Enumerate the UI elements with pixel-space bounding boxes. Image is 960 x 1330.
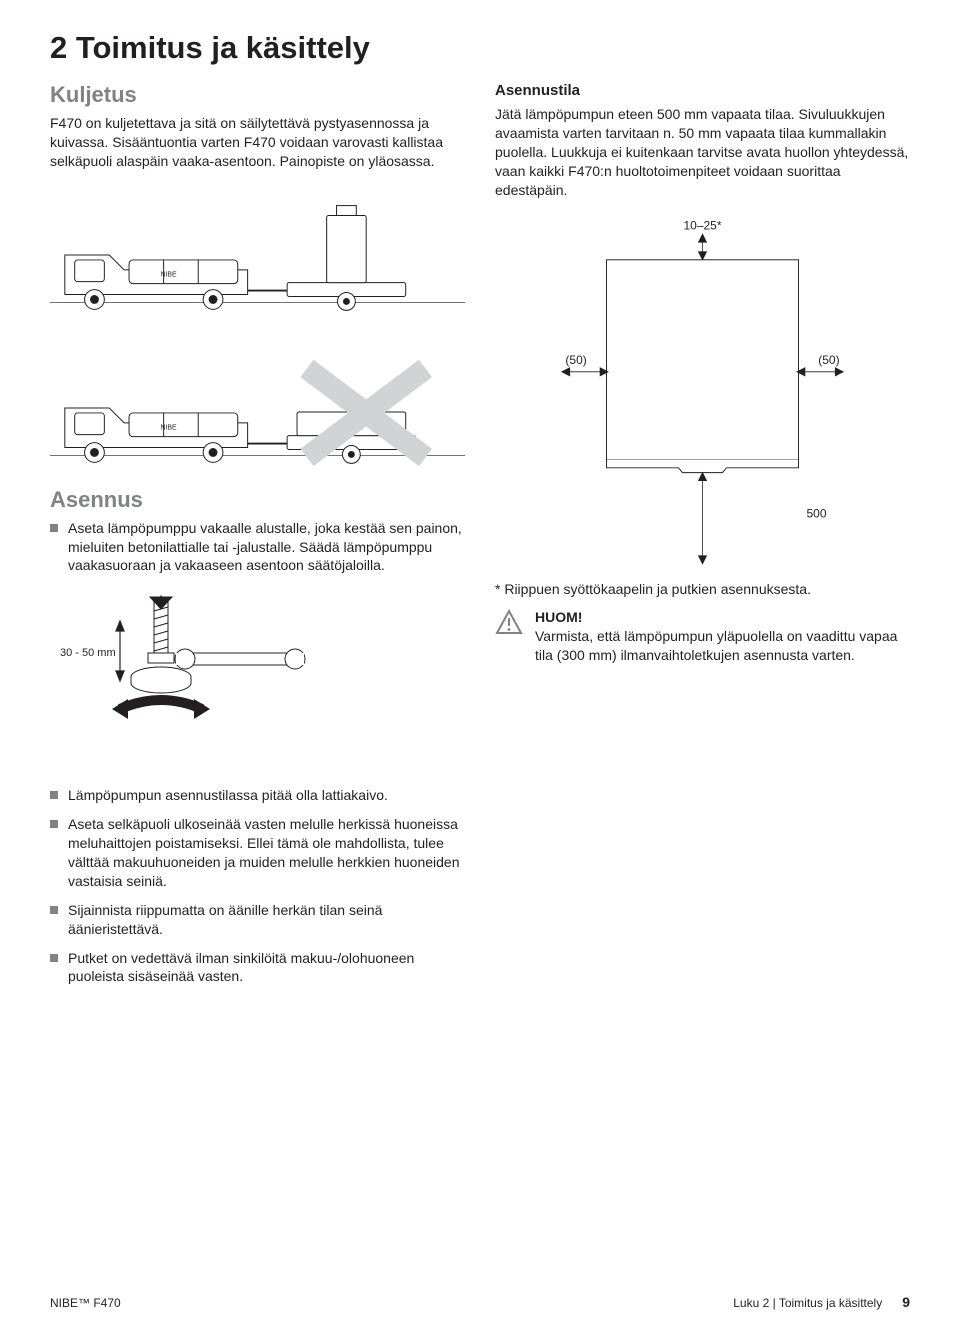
page-number: 9 (902, 1294, 910, 1310)
svg-text:NIBE: NIBE (161, 271, 178, 278)
transport-paragraph: F470 on kuljetettava ja sitä on säilytet… (50, 114, 465, 171)
adjustable-foot-illustration: 30 - 50 mm (50, 591, 310, 721)
dim-top: 10–25* (683, 219, 721, 233)
clearance-diagram: 10–25* (50) (50) 500 (495, 215, 910, 575)
right-column: Asennustila Jätä lämpöpumpun eteen 500 m… (495, 82, 910, 996)
transport-heading: Kuljetus (50, 82, 465, 108)
note-heading: HUOM! (535, 609, 910, 625)
chapter-title: 2 Toimitus ja käsittely (50, 30, 910, 66)
foot-dim-label: 30 - 50 mm (60, 647, 116, 659)
install-li-1: Aseta lämpöpumppu vakaalle alustalle, jo… (50, 519, 465, 576)
space-paragraph: Jätä lämpöpumpun eteen 500 mm vapaata ti… (495, 105, 910, 199)
footer-left: NIBE™ F470 (50, 1296, 121, 1310)
left-column: Kuljetus F470 on kuljetettava ja sitä on… (50, 82, 465, 996)
dim-right: (50) (818, 353, 839, 367)
li-floor-drain: Lämpöpumpun asennustilassa pitää olla la… (50, 786, 465, 805)
dim-left: (50) (565, 353, 586, 367)
van-upright-illustration: NIBE (50, 195, 465, 315)
warning-icon (495, 609, 523, 635)
li-pipes: Putket on vedettävä ilman sinkilöitä mak… (50, 949, 465, 987)
li-back-wall: Aseta selkäpuoli ulkoseinää vasten melul… (50, 815, 465, 891)
li-sound-insulation: Sijainnista riippumatta on äänille herkä… (50, 901, 465, 939)
svg-text:NIBE: NIBE (161, 424, 178, 431)
clearance-footnote: * Riippuen syöttökaapelin ja putkien ase… (495, 580, 910, 599)
page-footer: NIBE™ F470 Luku 2 | Toimitus ja käsittel… (50, 1294, 910, 1310)
note-text: Varmista, että lämpöpumpun yläpuolella o… (535, 627, 910, 665)
footer-center: Luku 2 | Toimitus ja käsittely (733, 1296, 882, 1310)
dim-front: 500 (807, 507, 827, 521)
space-heading: Asennustila (495, 82, 910, 99)
install-heading: Asennus (50, 487, 465, 513)
van-flat-illustration: NIBE (50, 348, 465, 468)
note-box: HUOM! Varmista, että lämpöpumpun yläpuol… (495, 609, 910, 665)
